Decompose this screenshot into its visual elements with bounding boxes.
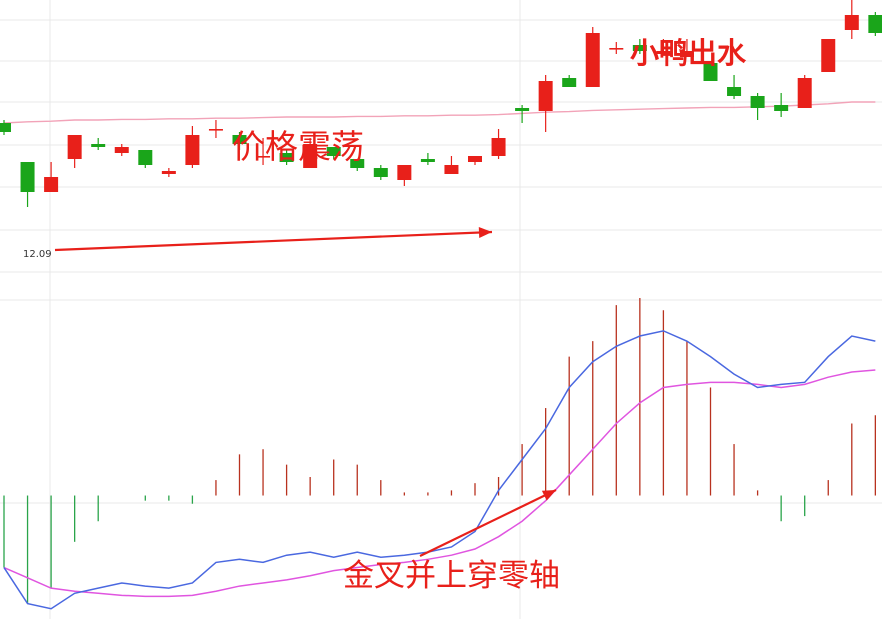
- candle-body: [0, 123, 11, 132]
- candle-body: [44, 177, 59, 192]
- candle-body: [138, 150, 153, 165]
- ma-line: [3, 101, 876, 124]
- oscillation-arrow-shaft: [54, 230, 493, 252]
- golden-cross-arrow-shaft: [419, 489, 557, 557]
- oscillation-arrow-head: [478, 227, 492, 239]
- macd-lines-layer: [3, 330, 876, 610]
- oscillation-arrow: [54, 227, 493, 252]
- annotation-oscillation: 价格震荡: [232, 127, 364, 166]
- candle-body: [161, 171, 176, 174]
- candle-body: [114, 147, 129, 153]
- low-price-label: 12.09: [23, 249, 52, 260]
- candle-body: [703, 63, 718, 81]
- candle-body: [821, 39, 836, 72]
- candle-body: [656, 51, 671, 54]
- candle-body: [420, 159, 435, 162]
- candle-body: [91, 144, 106, 147]
- candle-body: [797, 78, 812, 108]
- candle-body: [585, 33, 600, 87]
- candle-body: [350, 159, 365, 168]
- candle-body: [538, 81, 553, 111]
- candle-body: [373, 168, 388, 177]
- candle-body: [609, 48, 624, 50]
- candlestick-layer: [0, 0, 882, 207]
- candle-body: [468, 156, 482, 162]
- candle-body: [208, 129, 223, 131]
- macd-histogram-layer: [3, 297, 876, 604]
- candle-body: [844, 15, 859, 30]
- candle-body: [632, 45, 647, 51]
- candle-body: [279, 153, 294, 162]
- candle-body: [444, 165, 459, 174]
- candle-body: [303, 144, 318, 168]
- candle-body: [727, 87, 742, 96]
- dif-line: [3, 330, 876, 610]
- candle-body: [20, 162, 35, 192]
- candle-body: [868, 15, 882, 33]
- candle-body: [67, 135, 82, 159]
- annotation-golden-cross: 金叉并上穿零轴: [343, 558, 560, 594]
- candle-body: [562, 78, 577, 87]
- dea-line: [3, 369, 876, 598]
- candle-body: [185, 135, 200, 165]
- candle-body: [750, 96, 765, 108]
- moving-average-layer: [3, 101, 876, 124]
- candle-body: [256, 156, 271, 158]
- candle-body: [232, 135, 247, 144]
- candle-body: [774, 105, 789, 111]
- candle-body: [515, 108, 530, 111]
- candle-body: [491, 138, 506, 156]
- golden-cross-arrow: [419, 489, 557, 557]
- candle-body: [397, 165, 412, 180]
- candle-body: [679, 51, 694, 57]
- candle-body: [326, 147, 341, 156]
- golden-cross-arrow-head: [541, 490, 556, 501]
- annotation-arrows: [54, 227, 557, 557]
- annotation-duck: 小鸭出水: [630, 36, 747, 70]
